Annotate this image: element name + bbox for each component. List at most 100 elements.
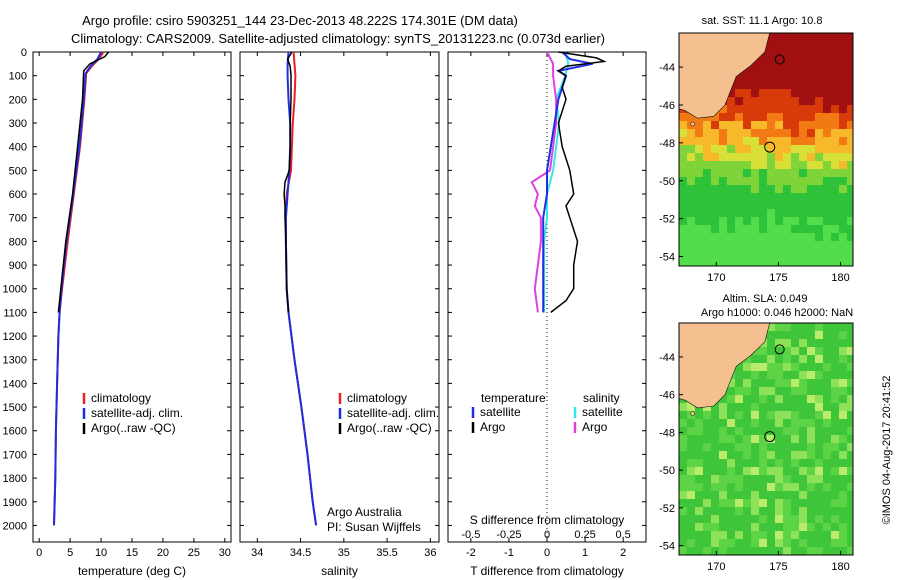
map-cell bbox=[799, 73, 808, 82]
map-cell bbox=[719, 137, 728, 146]
map-cell bbox=[791, 105, 800, 114]
map-cell bbox=[799, 531, 808, 540]
argo-location-marker bbox=[764, 141, 776, 153]
map-cell bbox=[807, 515, 816, 524]
map-cell bbox=[719, 129, 728, 138]
map-cell bbox=[751, 169, 760, 178]
map-cell bbox=[703, 499, 712, 508]
map-cell bbox=[719, 169, 728, 178]
series-salinity-argo bbox=[530, 51, 558, 313]
map-cell bbox=[751, 113, 760, 122]
map-cell bbox=[775, 547, 784, 555]
map-cell bbox=[823, 507, 832, 516]
map-cell bbox=[759, 225, 768, 234]
map-cell bbox=[743, 113, 752, 122]
map-cell bbox=[847, 145, 853, 154]
map-cell bbox=[695, 483, 704, 492]
map-cell bbox=[767, 387, 776, 396]
map-cell bbox=[743, 257, 752, 266]
map-cell bbox=[783, 185, 792, 194]
map-cell bbox=[775, 467, 784, 476]
map-cell bbox=[791, 129, 800, 138]
map-cell bbox=[759, 73, 768, 82]
map-cell bbox=[687, 451, 696, 460]
map-cell bbox=[751, 451, 760, 460]
map-cell bbox=[815, 443, 824, 452]
map-cell bbox=[735, 233, 744, 242]
map-cell bbox=[799, 177, 808, 186]
map-cell bbox=[703, 217, 712, 226]
map-cell bbox=[711, 531, 720, 540]
map-cell bbox=[807, 217, 816, 226]
map-cell bbox=[751, 145, 760, 154]
map-cell bbox=[791, 523, 800, 532]
map-cell bbox=[703, 153, 712, 162]
map-cell bbox=[711, 443, 720, 452]
map-cell bbox=[679, 467, 688, 476]
map-cell bbox=[759, 137, 768, 146]
map-cell bbox=[783, 499, 792, 508]
map-cell bbox=[767, 475, 776, 484]
map-cell bbox=[719, 217, 728, 226]
map-cell bbox=[767, 379, 776, 388]
map-cell bbox=[687, 233, 696, 242]
map-cell bbox=[823, 41, 832, 50]
top-tick-label: 0.5 bbox=[616, 529, 631, 541]
map-cell bbox=[703, 539, 712, 548]
map-cell bbox=[711, 539, 720, 548]
map-cell bbox=[735, 225, 744, 234]
map-cell bbox=[831, 121, 840, 130]
map-cell bbox=[743, 105, 752, 114]
x-tick-label: 35 bbox=[338, 547, 350, 559]
map-cell bbox=[727, 515, 736, 524]
map-cell bbox=[767, 225, 776, 234]
map-cell bbox=[807, 467, 816, 476]
sst-map-panel: sat. SST: 11.1 Argo: 10.8 170 175 180 -44 -46… bbox=[659, 15, 854, 284]
map-cell bbox=[759, 65, 768, 74]
map-cell bbox=[743, 387, 752, 396]
map-cell bbox=[847, 113, 853, 122]
map-cell bbox=[743, 475, 752, 484]
map-cell bbox=[687, 169, 696, 178]
map-cell bbox=[791, 491, 800, 500]
map-cell bbox=[711, 427, 720, 436]
map-cell bbox=[775, 209, 784, 218]
map-cell bbox=[823, 209, 832, 218]
map-cell bbox=[815, 97, 824, 106]
map-cell bbox=[815, 355, 824, 364]
series-temperature-argo bbox=[550, 51, 607, 313]
y-tick-label: 400 bbox=[9, 142, 27, 154]
map-cell bbox=[799, 113, 808, 122]
map-cell bbox=[679, 475, 688, 484]
map-cell bbox=[719, 419, 728, 428]
map-cell bbox=[679, 515, 688, 524]
map-cell bbox=[759, 499, 768, 508]
map-cell bbox=[839, 395, 848, 404]
map-cell bbox=[775, 225, 784, 234]
map-cell bbox=[751, 73, 760, 82]
map-cell bbox=[807, 177, 816, 186]
map-cell bbox=[775, 233, 784, 242]
map-cell bbox=[759, 57, 768, 66]
map-cell bbox=[743, 459, 752, 468]
map-cell bbox=[743, 419, 752, 428]
map-cell bbox=[687, 209, 696, 218]
map-cell bbox=[767, 257, 776, 266]
temperature-panel: 0 5 10 15 20 25 30 temperature (deg C) 0 100 200 30… bbox=[3, 47, 232, 578]
map-cell bbox=[815, 507, 824, 516]
map-cell bbox=[847, 403, 853, 412]
map-cell bbox=[711, 153, 720, 162]
map-cell bbox=[847, 201, 853, 210]
x-tick-label: 25 bbox=[188, 547, 200, 559]
map-cell bbox=[775, 177, 784, 186]
map-cell bbox=[799, 483, 808, 492]
y-tick-label: 1000 bbox=[3, 284, 27, 296]
map-cell bbox=[719, 539, 728, 548]
map-cell bbox=[703, 161, 712, 170]
map-cell bbox=[679, 193, 688, 202]
map-cell bbox=[799, 539, 808, 548]
map-cell bbox=[743, 129, 752, 138]
map-cell bbox=[815, 73, 824, 82]
map-cell bbox=[823, 113, 832, 122]
map-cell bbox=[735, 185, 744, 194]
